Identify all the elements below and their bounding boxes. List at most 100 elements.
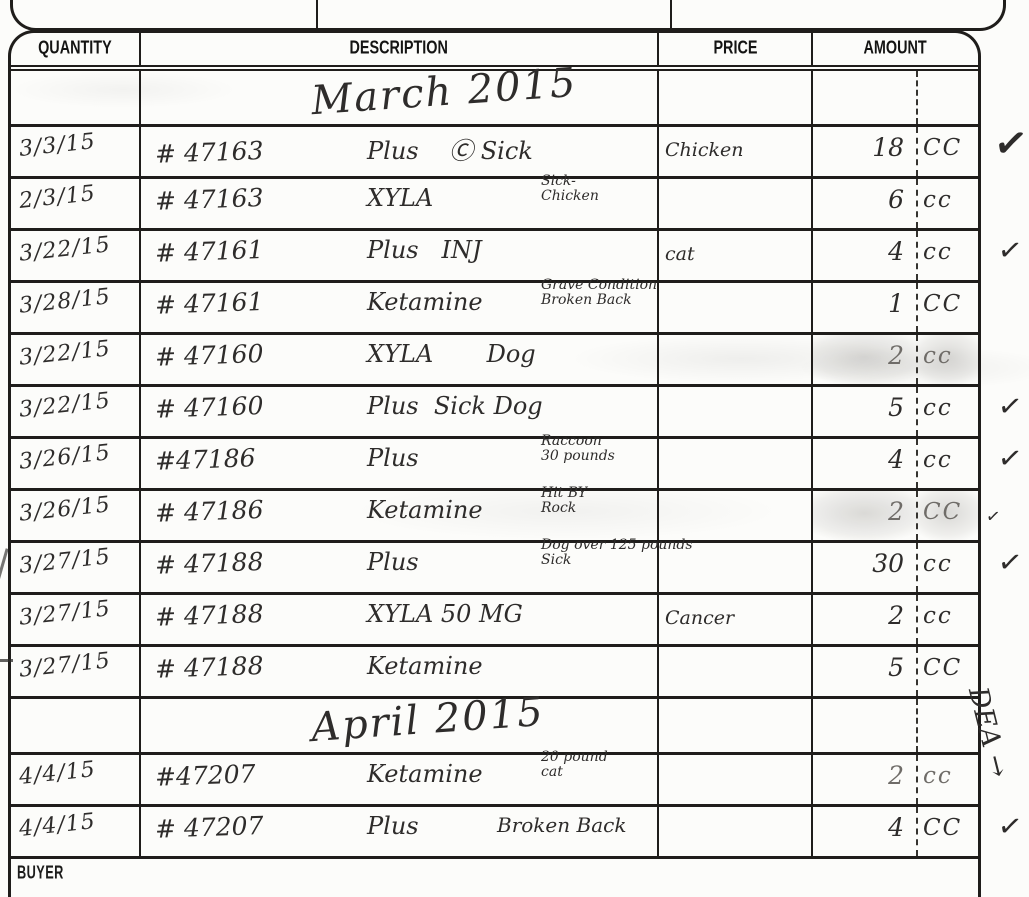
ref-number: # 47188 [154,598,264,632]
price-note: Chicken [665,139,744,161]
margin-checkmark: ✓ [995,545,1025,581]
header-label-price: PRICE [712,38,758,59]
amount-cell: 2 [813,335,918,384]
description-cell: # 47161 Plus INJ [141,231,659,280]
description-note-line2: Rock [541,500,577,516]
description-note-line2: Chicken [541,188,599,204]
description-note: Dog over 125 pounds Sick [541,538,741,568]
amount-cell: 2 [813,491,918,540]
price-cell: Cancer [659,595,813,644]
ref-number: # 47160 [154,338,264,372]
date-value: 3/27/15 [17,596,112,631]
description-cell [141,71,659,124]
header-label-quantity: QUANTITY [38,38,112,59]
margin-checkmark: ✓ [995,809,1025,845]
quantity-cell [11,699,141,752]
amount-cell: 30 [813,543,918,592]
drug-description: Plus [367,548,419,576]
description-note: Grave Condition Broken Back [541,278,741,308]
price-note: cat [665,243,695,265]
amount-unit: CC [923,655,963,681]
amount-cell: 5 [813,647,918,696]
amount-cell: 6 [813,179,918,228]
amount-value: 4 [888,813,904,842]
margin-checkmark: ✓ [995,441,1025,477]
header-label-description: DESCRIPTION [349,38,449,59]
drug-description: Plus Sick Dog [367,392,543,420]
table-row: 3/27/15 # 47188 Plus Dog over 125 pounds … [11,538,1024,595]
header-cell-amount: AMOUNT [813,33,978,65]
drug-description: XYLA Dog [367,340,536,368]
description-cell: #47207 Ketamine 20 pound cat [141,750,659,804]
amount-cell: 18 [813,127,918,176]
quantity-cell: 4/4/15 [11,755,141,804]
price-cell [659,699,813,752]
description-cell: # 47207 Plus Broken Back [141,807,659,856]
ref-number: # 47207 [154,810,264,844]
date-value: 3/26/15 [17,440,112,475]
quantity-cell: 3/22/15 [11,335,141,384]
amount-value: 2 [888,601,904,630]
amount-value: 2 [888,761,904,790]
table-row: 3/3/15 # 47163 Plus Ⓒ Sick Chicken 18 CC … [11,120,1029,179]
date-value: 3/22/15 [17,388,112,423]
date-value: 3/22/15 [17,336,112,371]
quantity-cell: 3/28/15 [11,283,141,332]
description-note: Sick- Chicken [541,174,741,204]
description-note-line1: Broken Back [497,813,627,837]
ref-number: # 47160 [154,390,264,424]
header-cell-price: PRICE [659,33,813,65]
price-cell [659,335,813,384]
buyer-row: BUYER [11,859,978,897]
price-cell [659,491,813,540]
margin-checkmark: ✓ [991,119,1029,169]
drug-description: Plus [367,444,419,472]
price-cell [659,283,813,332]
description-note: Raccoon 30 pounds [541,434,741,464]
drug-description: Plus Ⓒ Sick [367,137,533,165]
price-cell [659,755,813,804]
amount-value: 2 [888,497,904,526]
description-note: Broken Back [497,815,697,835]
description-cell: # 47163 XYLA Sick- Chicken [141,174,659,228]
quantity-cell: 3/22/15 [11,231,141,280]
date-value: 3/28/15 [17,284,112,319]
price-cell: cat [659,231,813,280]
amount-unit: CC [923,291,963,317]
amount-unit-cell: cc [918,543,978,592]
amount-cell: 4 [813,807,918,856]
quantity-cell: 3/22/15 [11,387,141,436]
ledger-table: QUANTITY DESCRIPTION PRICE AMOUNT March … [8,30,1029,897]
amount-unit: cc [923,763,953,789]
description-note-line1: 20 pound [541,749,608,765]
price-note: Cancer [665,607,735,629]
table-header: QUANTITY DESCRIPTION PRICE AMOUNT [11,33,978,71]
description-cell: # 47188 Plus Dog over 125 pounds Sick [141,538,693,592]
amount-unit-cell: cc [918,595,978,644]
amount-value: 6 [888,185,904,214]
amount-unit: cc [923,447,953,473]
drug-description: XYLA [367,184,434,212]
amount-value: 18 [872,133,904,162]
price-cell: Chicken [659,127,813,176]
ref-number: # 47163 [154,135,264,169]
description-note-line1: Sick- [541,173,576,189]
margin-checkmark: ✓ [995,389,1025,425]
price-cell [659,543,813,592]
quantity-cell: 3/27/15 [11,543,141,592]
price-cell [659,71,813,124]
ref-number: #47186 [154,443,256,476]
amount-value: 30 [872,549,904,578]
ref-number: #47207 [154,759,256,792]
table-row: 3/22/15 # 47160 Plus Sick Dog 5 cc ✓ [11,387,1024,439]
ref-number: # 47163 [154,182,264,216]
description-cell: # 47161 Ketamine Grave Condition Broken B… [141,278,659,332]
amount-unit: cc [923,551,953,577]
section-row: April 2015 [11,689,978,755]
quantity-cell: 2/3/15 [11,179,141,228]
drug-description: Ketamine [367,652,483,680]
table-row: 3/28/15 # 47161 Ketamine Grave Condition … [11,278,978,335]
buyer-label: BUYER [17,862,64,884]
amount-unit: cc [923,343,953,369]
